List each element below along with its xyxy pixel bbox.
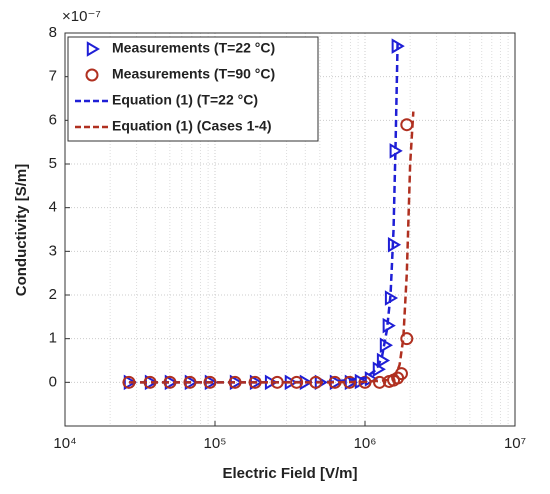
y-tick-label: 0 <box>49 373 57 390</box>
triangle-marker <box>123 374 137 391</box>
x-axis-label: Electric Field [V/m] <box>222 465 357 482</box>
y-multiplier: ×10⁻⁷ <box>62 8 101 25</box>
y-tick-label: 4 <box>49 199 57 216</box>
legend: Measurements (T=22 °C) Measurements (T=90… <box>67 36 319 142</box>
y-tick-label: 5 <box>49 155 57 172</box>
legend-label: Equation (1) (Cases 1-4) <box>112 118 271 134</box>
legend-label: Measurements (T=90 °C) <box>112 66 275 82</box>
x-tick-label: 10⁴ <box>53 435 76 452</box>
legend-swatch <box>85 68 99 82</box>
legend-swatch <box>86 41 100 57</box>
legend-label: Equation (1) (T=22 °C) <box>112 92 258 108</box>
y-axis-label: Conductivity [S/m] <box>13 164 30 297</box>
x-tick-label: 10⁷ <box>504 435 526 452</box>
plot-frame <box>64 32 516 427</box>
y-tick-label: 8 <box>49 24 57 41</box>
legend-box <box>67 36 319 142</box>
circle-marker <box>270 375 284 389</box>
triangle-marker <box>204 374 218 391</box>
circle-marker <box>248 375 262 389</box>
legend-label: Measurements (T=22 °C) <box>112 40 275 56</box>
y-tick-label: 3 <box>49 242 57 259</box>
triangle-marker <box>376 352 391 369</box>
y-tick-label: 7 <box>49 68 57 85</box>
x-tick-label: 10⁵ <box>204 435 227 452</box>
circle-marker <box>203 375 217 389</box>
y-tick-label: 2 <box>49 286 57 303</box>
x-tick-label: 10⁶ <box>354 435 377 452</box>
circle-marker <box>400 332 414 346</box>
y-tick-label: 6 <box>49 111 57 128</box>
triangle-marker <box>379 337 394 353</box>
circle-marker <box>290 375 304 389</box>
y-tick-label: 1 <box>49 330 57 347</box>
